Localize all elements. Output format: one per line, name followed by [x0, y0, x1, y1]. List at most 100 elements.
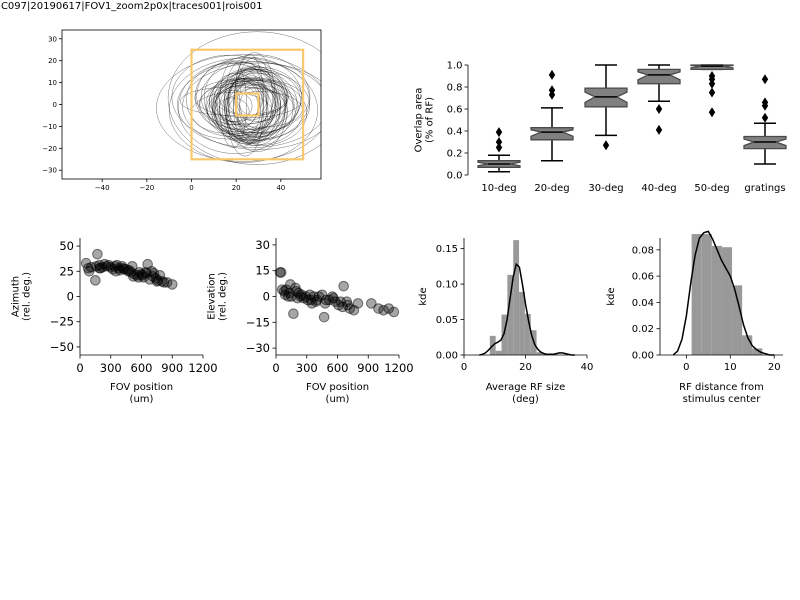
flier-marker [708, 107, 716, 118]
rf-contour [200, 61, 310, 133]
rf-contour [234, 54, 264, 141]
flier-marker [655, 124, 663, 135]
x-tick-label: 20 [768, 362, 781, 373]
y-axis-label: kde [418, 287, 429, 305]
hist-bar [501, 314, 508, 355]
rf-contour [194, 56, 302, 137]
data-point [110, 265, 122, 277]
x-tick-label: 20 [232, 184, 241, 192]
flier-marker [495, 137, 503, 147]
x-tick-label: 0 [683, 362, 689, 373]
y-tick-label: 0.02 [632, 324, 654, 335]
x-tick-label: 300 [100, 361, 122, 375]
figure-suptitle: JC097|20190617|FOV1_zoom2p0x|traces001|r… [0, 1, 262, 12]
x-axis-label: FOV position (um) [306, 382, 369, 405]
x-tick-label: 900 [161, 361, 183, 375]
y-tick-label: 0.10 [436, 280, 458, 291]
y-tick-label: −10 [42, 123, 57, 131]
flier-marker [708, 87, 716, 98]
data-point [142, 258, 153, 270]
data-point [137, 270, 148, 281]
box-30-deg [584, 64, 628, 151]
panel-rf-contours: −40 −20 0 20 40 −30 −20 −10 0 10 20 30 [42, 29, 322, 192]
flier-marker [761, 97, 769, 108]
rf-contour [233, 66, 268, 145]
data-point [328, 292, 339, 304]
y-tick-label: 0 [67, 290, 74, 304]
y-tick-label: 0.06 [632, 272, 654, 283]
x-axis-label: Average RF size (deg) [486, 382, 566, 405]
flier-marker [495, 127, 503, 138]
y-tick-label: 25 [59, 264, 74, 278]
data-point [318, 311, 330, 323]
x-tick-label: 40 [581, 362, 594, 373]
data-point [90, 275, 101, 286]
x-tick-label: −40 [95, 184, 110, 192]
x-tick-label: 10-deg [481, 183, 516, 194]
data-point [151, 276, 163, 287]
x-tick-label: 20-deg [534, 183, 569, 194]
data-point [92, 248, 103, 260]
hist-bar [536, 352, 543, 355]
hist-bar [711, 245, 722, 355]
panel-rf-size-hist: 0 20 40 0.00 0.05 0.10 0.15 Average RF size (deg… [418, 238, 593, 405]
rf-contour [211, 79, 308, 146]
hist-bar [519, 291, 525, 355]
x-tick-label: 10 [724, 362, 737, 373]
y-tick-label: 0.6 [447, 105, 463, 116]
x-tick-label: gratings [744, 183, 785, 194]
panel-rf-distance-hist: 0 10 20 0.00 0.02 0.04 0.06 0.08 RF distance fro… [606, 230, 783, 405]
y-tick-label: 1.0 [447, 61, 463, 72]
y-axis-label: kde [606, 287, 617, 305]
y-axis-label: Overlap area(% of RF) [414, 88, 436, 153]
flier-marker [548, 85, 556, 96]
hist-bar [721, 247, 733, 355]
panel-azimuth-scatter: 0 300 600 900 1200 −50 −25 0 25 50 FOV position (um… [11, 238, 218, 405]
data-point [338, 280, 349, 292]
data-point [285, 279, 296, 290]
box-10-deg [477, 127, 521, 173]
rf-contour [186, 62, 277, 137]
y-tick-label: −20 [42, 145, 57, 153]
data-point [366, 298, 377, 309]
rf-contour [178, 61, 294, 154]
rf-contour [180, 86, 288, 116]
rf-contour [168, 57, 318, 163]
x-axis-label: FOV position (um) [110, 382, 173, 405]
x-tick-label: 600 [327, 361, 349, 375]
x-tick-label: 1200 [188, 361, 217, 375]
rf-contour [222, 77, 269, 145]
rf-contour [239, 86, 268, 130]
hist-bar [701, 234, 712, 355]
rf-contour [156, 54, 321, 162]
x-tick-label: 0 [272, 361, 279, 375]
data-point [94, 262, 105, 274]
y-tick-label: 0.15 [436, 244, 458, 255]
flier-marker [761, 74, 769, 85]
hist-bar [524, 313, 531, 355]
y-tick-label: 0.00 [436, 351, 458, 362]
y-tick-label: 20 [48, 57, 57, 65]
x-tick-label: 300 [296, 361, 318, 375]
data-point [319, 298, 331, 309]
box-gratings [743, 74, 787, 165]
flier-marker [708, 78, 716, 89]
x-tick-label: 50-deg [694, 183, 729, 194]
x-tick-label: 40-deg [641, 183, 676, 194]
y-tick-label: 30 [255, 238, 270, 252]
data-point [275, 267, 287, 278]
y-tick-label: −50 [50, 340, 74, 354]
stimulus-box [235, 92, 260, 117]
rf-contour [227, 87, 288, 138]
y-tick-label: 0.2 [447, 149, 463, 160]
y-tick-label: 0.4 [447, 127, 463, 138]
data-point [352, 298, 364, 309]
panel-elevation-scatter: 0 300 600 900 1200 −30 −15 0 15 30 FOV position (um… [207, 238, 414, 405]
y-tick-label: 30 [48, 35, 57, 43]
box-body [637, 68, 681, 85]
box-body [530, 127, 574, 141]
y-tick-label: −30 [246, 341, 270, 355]
y-tick-label: 10 [48, 79, 57, 87]
y-axis-label: Elevation(rel. deg.) [207, 272, 229, 321]
